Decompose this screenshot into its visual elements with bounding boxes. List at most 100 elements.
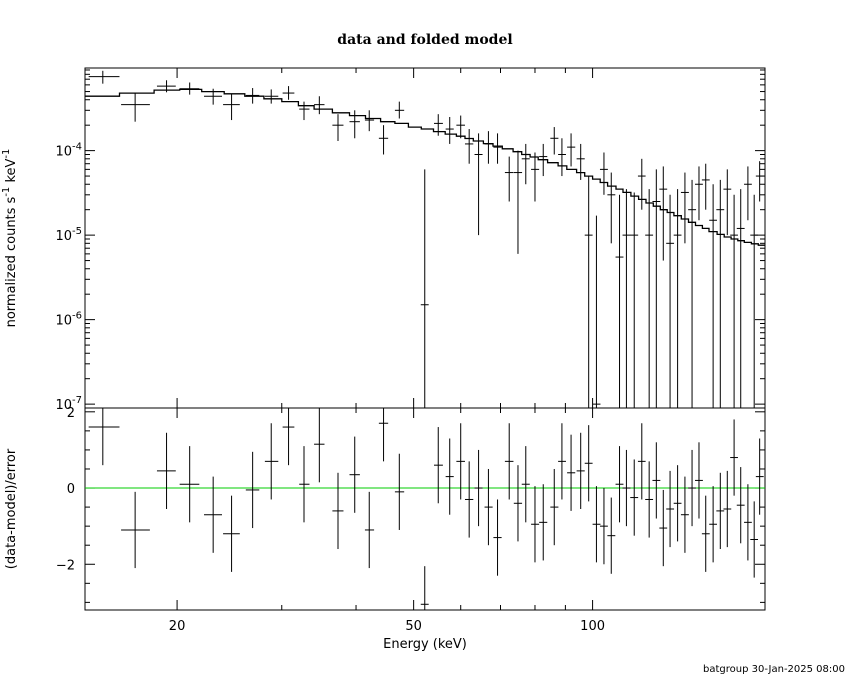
data-point <box>521 143 530 185</box>
data-point <box>332 114 344 141</box>
residual-point <box>709 486 717 563</box>
residual-point <box>755 438 764 515</box>
data-point <box>364 110 375 132</box>
residual-point <box>364 491 375 569</box>
residual-point <box>156 432 176 509</box>
data-point <box>652 169 661 408</box>
x-tick-labels: 20 50 100 <box>169 619 605 634</box>
residual-point <box>630 459 639 536</box>
data-point <box>493 133 502 164</box>
residual-point <box>750 501 759 578</box>
residual-point <box>420 566 429 610</box>
data-point <box>576 143 585 180</box>
data-point <box>484 131 493 164</box>
residual-point <box>723 470 732 548</box>
residual-point <box>680 476 689 553</box>
data-point <box>558 138 566 177</box>
data-point <box>121 93 150 122</box>
residual-point <box>378 408 389 462</box>
residual-point <box>652 442 661 519</box>
bottom-y-tick-labels: 2 0 −2 <box>56 406 75 573</box>
residual-point <box>531 486 540 563</box>
data-point <box>513 150 523 254</box>
bottom-panel: 20−2 20 50 100 (data-model)/error Energy (… <box>4 406 766 652</box>
residual-point <box>584 425 593 502</box>
data-point <box>645 189 654 408</box>
residual-point <box>493 499 502 576</box>
data-point <box>464 129 474 164</box>
data-point <box>156 80 176 93</box>
residual-point <box>314 408 325 483</box>
residual-point <box>464 461 474 538</box>
residual-point <box>607 497 616 574</box>
residual-point <box>744 484 752 561</box>
residual-point <box>622 449 631 527</box>
residual-point <box>592 486 601 563</box>
residual-point <box>179 446 200 523</box>
residual-point <box>394 453 405 530</box>
footer-timestamp: batgroup 30-Jan-2025 08:00 <box>703 664 845 675</box>
residual-point <box>484 468 493 546</box>
residual-point <box>521 446 530 523</box>
residual-point <box>88 408 120 466</box>
data-point <box>264 89 279 104</box>
data-point <box>659 166 668 261</box>
residual-point <box>716 472 725 550</box>
residual-point <box>513 465 523 542</box>
y-tick-label: 10-4 <box>55 142 82 160</box>
y-tick-label: 10-6 <box>55 311 82 329</box>
data-point <box>567 133 576 167</box>
residual-point <box>204 476 222 553</box>
data-point <box>680 172 689 244</box>
data-point <box>314 96 325 115</box>
data-point <box>504 156 514 202</box>
residual-point <box>504 423 514 500</box>
residual-points-group <box>88 408 764 610</box>
residual-point <box>558 423 566 500</box>
data-point <box>637 158 646 210</box>
x-tick-label: 100 <box>580 619 605 634</box>
data-point <box>607 172 616 244</box>
y-tick-label: −2 <box>56 558 75 573</box>
data-point <box>615 194 624 408</box>
data-point <box>666 194 675 408</box>
data-point <box>688 179 697 408</box>
data-point <box>474 133 483 236</box>
residual-point <box>349 436 360 513</box>
residual-point <box>456 423 465 500</box>
data-point <box>88 70 120 84</box>
residual-point <box>332 472 344 550</box>
data-point <box>445 116 454 144</box>
data-point <box>630 192 639 408</box>
residual-point <box>282 408 295 466</box>
residual-point <box>121 491 150 569</box>
chart-title: data and folded model <box>337 32 512 48</box>
data-point <box>723 169 732 236</box>
residual-point <box>576 432 585 509</box>
residual-y-axis-label: (data-model)/error <box>4 448 19 569</box>
data-point <box>420 169 429 408</box>
top-y-axis-label: normalized counts s-1 keV-1 <box>1 149 19 328</box>
data-point <box>736 189 745 408</box>
residual-point <box>264 423 279 500</box>
residual-point <box>730 419 738 496</box>
data-point <box>709 184 717 408</box>
data-point <box>750 194 759 408</box>
data-point <box>701 163 710 210</box>
data-point <box>716 179 725 408</box>
data-point <box>394 101 405 119</box>
data-point <box>592 215 601 408</box>
residual-point <box>645 461 654 538</box>
data-point <box>744 166 752 221</box>
x-tick-label: 50 <box>405 619 422 634</box>
data-point <box>433 114 443 136</box>
data-point <box>349 110 360 139</box>
data-point <box>282 86 295 100</box>
data-point <box>550 127 559 155</box>
data-point <box>730 194 738 408</box>
top-y-tick-labels: 10-4 10-5 10-6 10-7 <box>55 142 82 414</box>
residual-point <box>701 495 710 572</box>
top-panel: 10-4 10-5 10-6 10-7 normalized counts s-1 k… <box>1 67 766 414</box>
residual-point <box>659 489 668 567</box>
